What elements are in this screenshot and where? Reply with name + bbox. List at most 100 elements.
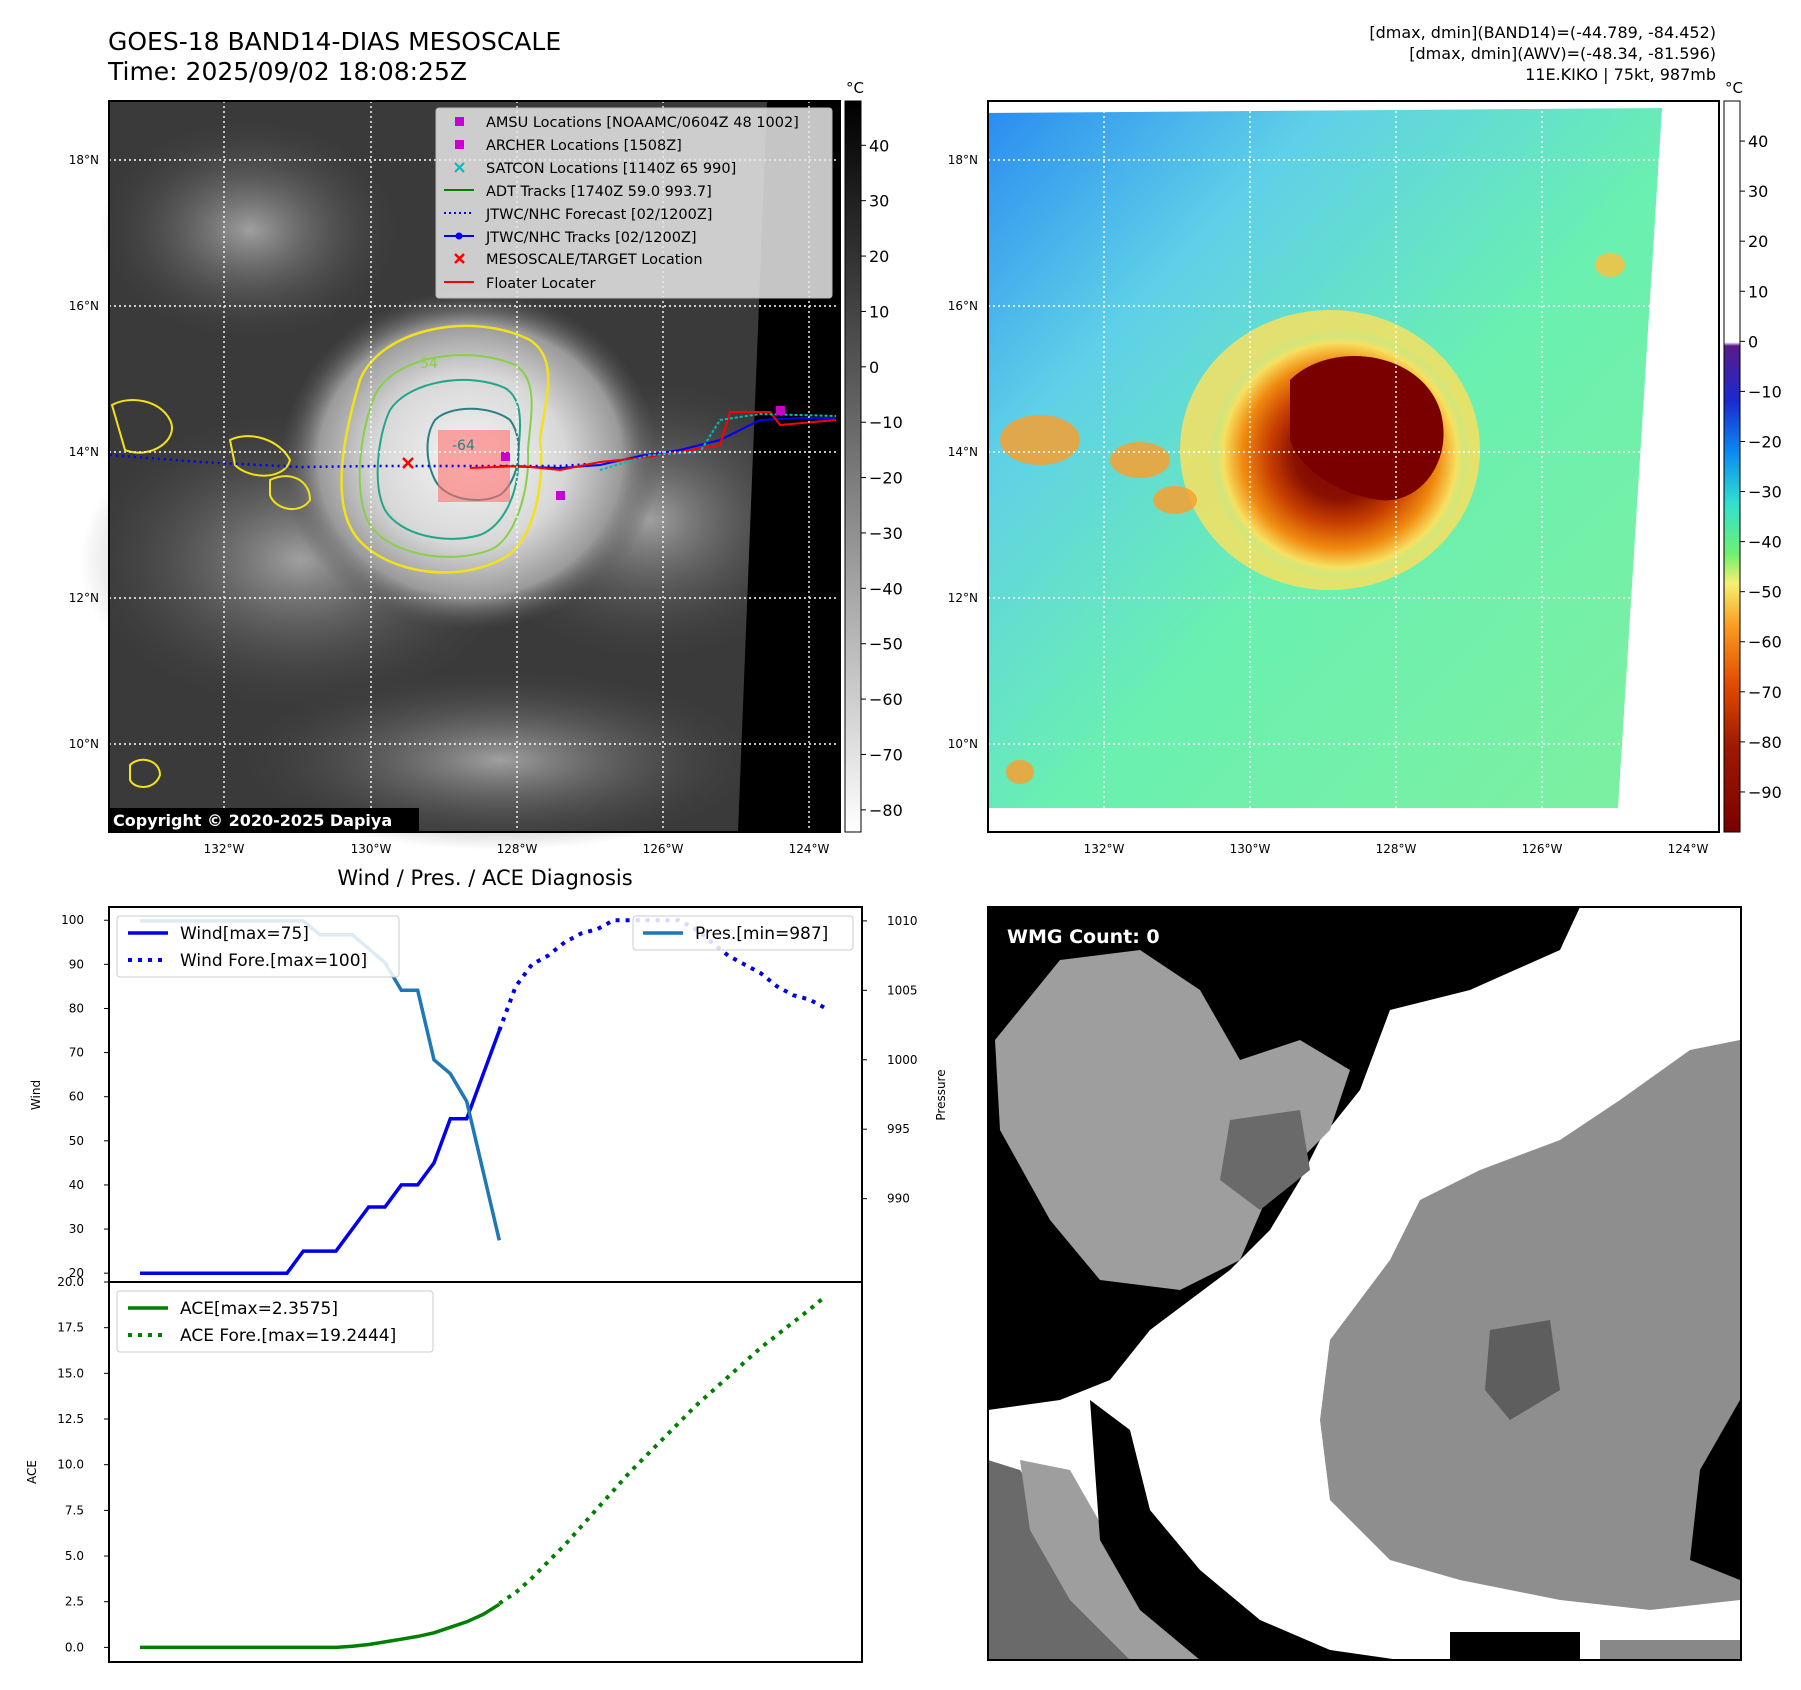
legend-target-swatch	[454, 253, 465, 264]
amsu-marker	[776, 406, 785, 415]
ace-series-line	[140, 1602, 501, 1650]
ace-tick-label: 12.5	[57, 1412, 84, 1426]
legend-entry: ARCHER Locations [1508Z]	[486, 138, 682, 154]
wind-tick-label: 20	[69, 1266, 84, 1280]
legend-entry: Pres.[min=987]	[695, 924, 828, 944]
lat-label: 12°N	[948, 591, 978, 605]
colorbar-tick-label: 10	[1748, 282, 1768, 301]
ace-tick-label: 7.5	[65, 1503, 84, 1517]
colorbar-tick-label: 0	[869, 358, 879, 377]
legend-entry: SATCON Locations [1140Z 65 990]	[486, 161, 736, 177]
wind-tick-label: 50	[69, 1134, 84, 1148]
pressure-tick-label: 1000	[887, 1053, 918, 1067]
ir-map-axes: 18°N 16°N 14°N 12°N 10°N 132°W 130°W 128…	[69, 153, 830, 856]
ace-tick-label: 0.0	[65, 1640, 84, 1654]
pressure-tick-label: 1005	[887, 983, 918, 997]
colorbar-tick-label: 10	[869, 302, 889, 321]
ir-colorbar: °C 40 30 20 10 0 −10 −20 −30 −40 −50 −60 −70 −80	[844, 79, 903, 833]
lat-label: 16°N	[69, 299, 99, 313]
wind-tick-label: 80	[69, 1001, 84, 1015]
legend-entry: ACE Fore.[max=19.2444]	[180, 1326, 396, 1346]
lat-label: 10°N	[69, 737, 99, 751]
lon-label: 132°W	[204, 842, 245, 856]
ace-tick-label: 20.0	[57, 1275, 84, 1289]
contour-outer	[340, 324, 550, 574]
contour-label: 54	[420, 356, 438, 372]
color-colorbar: °C 40 30 20 10 0 −10 −20 −30 −40 −50 −60 −70 −80 −90	[1723, 79, 1782, 833]
storm-info: 11E.KIKO | 75kt, 987mb	[1525, 65, 1716, 84]
target-marker	[402, 457, 414, 469]
ace-axis-label: ACE	[25, 1460, 39, 1484]
lat-label: 14°N	[69, 445, 99, 459]
color-map-panel	[987, 100, 1720, 833]
lat-label: 10°N	[948, 737, 978, 751]
wmg-count: WMG Count: 0	[1007, 926, 1160, 948]
colorbar-tick-label: −10	[1748, 382, 1782, 401]
colorbar-tick-label: −70	[869, 745, 903, 764]
forecast-track	[109, 453, 591, 469]
awv-stats: [dmax, dmin](AWV)=(-48.34, -81.596)	[1409, 44, 1716, 63]
lon-label: 132°W	[1084, 842, 1125, 856]
colorbar-tick-label: −50	[1748, 583, 1782, 602]
lon-label: 126°W	[1522, 842, 1563, 856]
legend-entry: ACE[max=2.3575]	[180, 1299, 338, 1319]
legend-entry: Wind[max=75]	[180, 924, 309, 944]
colorbar-tick-label: −70	[1748, 683, 1782, 702]
wind-forecast-line	[497, 918, 827, 1032]
ace-forecast-line	[498, 1294, 828, 1606]
lat-label: 14°N	[948, 445, 978, 459]
lon-label: 124°W	[789, 842, 830, 856]
satcon-track	[599, 412, 837, 471]
wind-tick-label: 60	[69, 1090, 84, 1104]
lat-label: 16°N	[948, 299, 978, 313]
lat-label: 12°N	[69, 591, 99, 605]
colorbar-tick-label: 40	[1748, 132, 1768, 151]
lon-label: 126°W	[643, 842, 684, 856]
colorbar-tick-label: −30	[869, 524, 903, 543]
legend-entry: JTWC/NHC Tracks [02/1200Z]	[485, 230, 697, 246]
lat-label: 18°N	[69, 153, 99, 167]
legend-archer-swatch	[455, 140, 464, 149]
legend-entry: JTWC/NHC Forecast [02/1200Z]	[485, 207, 712, 223]
colorbar-tick-label: 20	[869, 247, 889, 266]
ace-tick-label: 10.0	[57, 1458, 84, 1472]
wind-pres-panel: 100 90 80 70 60 50 40 30 20 1010 1005 1000 995 990 W…	[29, 906, 948, 1283]
color-gridlines	[988, 101, 1719, 832]
copyright: Copyright © 2020-2025 Dapiya	[113, 811, 392, 830]
figure-title: GOES-18 BAND14-DIAS MESOSCALE	[108, 27, 561, 56]
wind-legend: Wind[max=75] Wind Fore.[max=100]	[116, 915, 400, 978]
wmg-panel: WMG Count: 0	[987, 906, 1742, 1661]
legend-entry: MESOSCALE/TARGET Location	[486, 252, 703, 268]
color-map-axes: 18°N 16°N 14°N 12°N 10°N 132°W 130°W 128…	[948, 153, 1709, 856]
colorbar-tick-label: −80	[869, 801, 903, 820]
legend-entry: AMSU Locations [NOAAMC/0604Z 48 1002]	[486, 115, 799, 131]
colorbar-unit: °C	[1725, 79, 1743, 97]
lon-label: 128°W	[497, 842, 538, 856]
colorbar-unit: °C	[846, 79, 864, 97]
colorbar-tick-label: −10	[869, 413, 903, 432]
lon-label: 130°W	[351, 842, 392, 856]
colorbar-tick-label: 40	[869, 136, 889, 155]
lon-label: 124°W	[1668, 842, 1709, 856]
legend-entry: Floater Locater	[486, 276, 595, 292]
legend-entry: ADT Tracks [1740Z 59.0 993.7]	[486, 184, 712, 200]
colorbar-tick-label: −90	[1748, 783, 1782, 802]
ace-legend: ACE[max=2.3575] ACE Fore.[max=19.2444]	[116, 1290, 434, 1353]
lon-label: 128°W	[1376, 842, 1417, 856]
legend-entry: Wind Fore.[max=100]	[180, 951, 367, 971]
lon-label: 130°W	[1230, 842, 1271, 856]
archer-marker	[501, 452, 510, 461]
colorbar-tick-label: −20	[869, 469, 903, 488]
wind-tick-label: 30	[69, 1222, 84, 1236]
contour-mid	[358, 354, 533, 558]
pressure-tick-label: 1010	[887, 914, 918, 928]
colorbar-tick-label: −50	[869, 635, 903, 654]
ir-map-panel: 54 -64 Copyright © 2020-2025 Dapiya AMSU…	[80, 100, 841, 850]
colorbar-tick-label: −20	[1748, 432, 1782, 451]
legend-amsu-swatch	[455, 117, 464, 126]
wind-tick-label: 70	[69, 1046, 84, 1060]
contour-label: -64	[452, 438, 475, 454]
ace-tick-label: 5.0	[65, 1549, 84, 1563]
figure-time: Time: 2025/09/02 18:08:25Z	[107, 57, 467, 86]
